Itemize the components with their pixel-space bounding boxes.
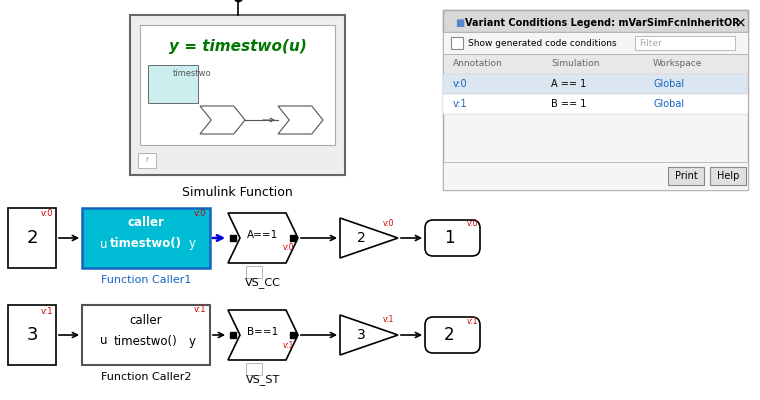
Text: VS_CC: VS_CC: [245, 278, 281, 288]
Polygon shape: [200, 106, 245, 134]
Text: A==1: A==1: [247, 230, 279, 240]
Text: v:0: v:0: [453, 79, 467, 89]
Text: A == 1: A == 1: [551, 79, 586, 89]
Text: v:1: v:1: [467, 316, 478, 326]
Text: v:1: v:1: [453, 99, 467, 109]
Text: 2: 2: [444, 326, 454, 344]
Text: VS_ST: VS_ST: [246, 374, 280, 386]
Text: Annotation: Annotation: [453, 60, 503, 68]
Bar: [443, 54, 748, 74]
Bar: [710, 167, 746, 185]
Text: v:0: v:0: [194, 208, 206, 218]
Text: Simulation: Simulation: [551, 60, 600, 68]
Text: v:1: v:1: [382, 316, 394, 324]
Bar: [130, 15, 345, 175]
Text: Variant Conditions Legend: mVarSimFcnInheritOR: Variant Conditions Legend: mVarSimFcnInh…: [465, 18, 739, 28]
Text: Global: Global: [653, 79, 684, 89]
Text: u: u: [100, 238, 107, 250]
Text: B==1: B==1: [247, 327, 279, 337]
Text: timestwo(): timestwo(): [110, 238, 182, 250]
Text: u: u: [100, 334, 107, 348]
Text: Workspace: Workspace: [653, 60, 702, 68]
Bar: [443, 74, 748, 94]
Text: v:0: v:0: [40, 210, 53, 218]
Text: v:0: v:0: [467, 220, 478, 228]
Text: B == 1: B == 1: [551, 99, 587, 109]
FancyBboxPatch shape: [425, 220, 480, 256]
Polygon shape: [228, 310, 298, 360]
Text: Global: Global: [653, 99, 684, 109]
Text: Simulink Function: Simulink Function: [182, 186, 293, 200]
Text: caller: caller: [130, 314, 163, 326]
Polygon shape: [340, 218, 398, 258]
Text: timestwo(): timestwo(): [114, 334, 178, 348]
Text: y: y: [189, 334, 196, 348]
Bar: [82, 305, 210, 365]
Text: ■: ■: [455, 18, 464, 28]
Text: v:1: v:1: [40, 306, 53, 316]
Polygon shape: [228, 213, 298, 263]
Text: 3: 3: [357, 328, 366, 342]
Text: Print: Print: [675, 171, 698, 181]
Bar: [443, 10, 748, 190]
Text: Filter: Filter: [639, 38, 662, 48]
Bar: [451, 37, 463, 49]
Bar: [443, 32, 748, 54]
FancyBboxPatch shape: [425, 317, 480, 353]
Bar: [443, 94, 748, 114]
Text: Function Caller2: Function Caller2: [101, 372, 192, 382]
Text: y: y: [189, 238, 196, 250]
Bar: [443, 162, 748, 190]
Text: 2: 2: [27, 229, 38, 247]
Text: 1: 1: [444, 229, 454, 247]
Text: v:1: v:1: [283, 340, 294, 350]
Bar: [148, 65, 198, 103]
Bar: [8, 305, 56, 365]
Text: 2: 2: [357, 231, 366, 245]
Text: caller: caller: [128, 216, 164, 230]
Text: v:1: v:1: [194, 306, 206, 314]
Text: timestwo: timestwo: [173, 68, 211, 78]
Bar: [668, 167, 704, 185]
Text: ×: ×: [734, 16, 746, 30]
Text: y = timestwo(u): y = timestwo(u): [169, 40, 306, 54]
Text: f: f: [146, 157, 148, 163]
Polygon shape: [278, 106, 323, 134]
Polygon shape: [340, 315, 398, 355]
Text: Function Caller1: Function Caller1: [101, 275, 192, 285]
Bar: [82, 208, 210, 268]
Bar: [8, 208, 56, 268]
Text: 3: 3: [27, 326, 38, 344]
Text: v:0: v:0: [382, 218, 394, 228]
Text: Show generated code conditions: Show generated code conditions: [468, 38, 616, 48]
Bar: [140, 25, 335, 145]
Text: v:0: v:0: [283, 244, 294, 252]
Bar: [246, 266, 262, 278]
Bar: [246, 363, 262, 375]
Bar: [443, 10, 748, 32]
Bar: [635, 36, 735, 50]
Text: Help: Help: [717, 171, 739, 181]
Bar: [138, 153, 156, 168]
